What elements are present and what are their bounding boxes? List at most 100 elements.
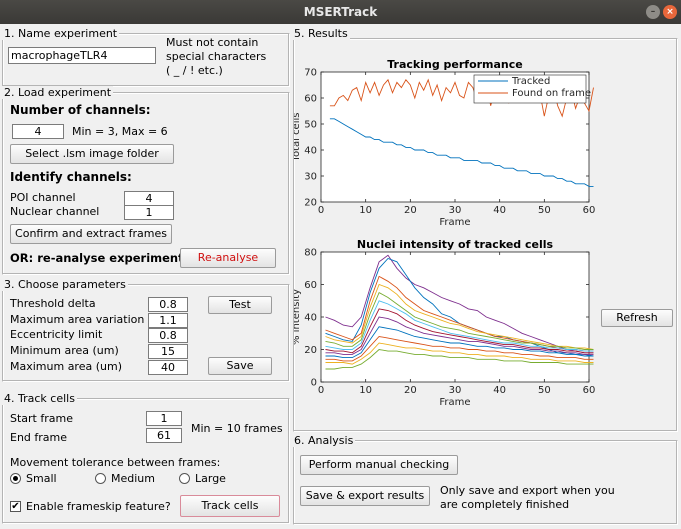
window-title: MSERTrack — [303, 5, 378, 19]
series-line-1-8 — [325, 326, 594, 359]
save-parameters-button[interactable]: Save — [208, 357, 272, 375]
perform-manual-checking-button[interactable]: Perform manual checking — [300, 455, 458, 475]
x-tick-label: 0 — [318, 205, 324, 216]
export-note-line-2: are completely finished — [440, 498, 570, 511]
experiment-name-input[interactable]: macrophageTLR4 — [8, 47, 156, 64]
name-note-line-1: Must not contain — [166, 36, 259, 49]
close-button[interactable]: × — [663, 5, 677, 19]
results-panel — [293, 38, 678, 432]
param-input-minimum-area[interactable]: 15 — [148, 344, 188, 359]
identify-channels-heading: Identify channels: — [10, 170, 132, 184]
name-experiment-panel — [2, 33, 290, 87]
analysis-title: 6. Analysis — [292, 434, 356, 447]
choose-parameters-title: 3. Choose parameters — [2, 278, 128, 291]
start-frame-label: Start frame — [10, 412, 73, 425]
x-tick-label: 60 — [583, 385, 596, 396]
name-experiment-title: 1. Name experiment — [2, 27, 120, 40]
y-tick-label: 20 — [304, 345, 317, 356]
y-axis-label: Total cells — [294, 113, 302, 163]
results-title: 5. Results — [292, 27, 350, 40]
param-label-max-area-variation: Maximum area variation — [10, 313, 145, 326]
channels-count-input[interactable]: 4 — [12, 124, 64, 139]
refresh-button[interactable]: Refresh — [601, 309, 673, 327]
track-cells-button[interactable]: Track cells — [180, 495, 280, 517]
movement-tolerance-label: Movement tolerance between frames: — [10, 456, 221, 469]
choose-parameters-panel — [2, 284, 290, 382]
x-tick-label: 10 — [359, 385, 372, 396]
param-label-maximum-area: Maximum area (um) — [10, 360, 122, 373]
series-line-1-7 — [325, 316, 594, 355]
x-tick-label: 50 — [538, 385, 551, 396]
track-cells-title: 4. Track cells — [2, 392, 77, 405]
tracking-performance-chart: Tracking performance 0 10 20 30 40 50 60 20 30 40 5… — [294, 58, 596, 228]
test-parameters-button[interactable]: Test — [208, 296, 272, 314]
y-tick-label: 0 — [311, 378, 317, 389]
min-frames-note: Min = 10 frames — [191, 422, 283, 435]
frameskip-checkbox[interactable]: ✔ — [10, 501, 21, 512]
x-tick-label: 40 — [493, 385, 506, 396]
y-tick-label: 20 — [304, 198, 317, 209]
x-axis-label: Frame — [439, 397, 470, 408]
select-lsm-folder-button[interactable]: Select .lsm image folder — [10, 144, 174, 164]
x-tick-label: 50 — [538, 205, 551, 216]
confirm-extract-frames-button[interactable]: Confirm and extract frames — [10, 224, 172, 244]
name-note-line-3: ( _ / ! etc.) — [166, 64, 223, 77]
tolerance-radio-small[interactable] — [10, 473, 21, 484]
x-tick-label: 60 — [583, 205, 596, 216]
load-experiment-title: 2. Load experiment — [2, 86, 114, 99]
poi-channel-input[interactable]: 4 — [124, 191, 174, 206]
tolerance-label-large: Large — [195, 472, 226, 485]
legend-label: Found on frame — [512, 88, 591, 99]
series-line-1-11 — [325, 349, 594, 370]
tolerance-radio-large[interactable] — [179, 473, 190, 484]
chart-title: Nuclei intensity of tracked cells — [357, 238, 554, 251]
y-axis-label: % intensity — [294, 289, 302, 345]
tolerance-radio-medium[interactable] — [95, 473, 106, 484]
x-tick-label: 30 — [449, 205, 462, 216]
x-tick-label: 10 — [359, 205, 372, 216]
chart-title: Tracking performance — [387, 58, 523, 71]
legend-label: Tracked — [511, 76, 550, 87]
reanalyse-label: OR: re-analyse experiment — [10, 251, 184, 265]
y-tick-label: 40 — [304, 146, 317, 157]
series-line-1-5 — [325, 300, 594, 352]
nuclei-intensity-chart: Nuclei intensity of tracked cells 0 10 20 30… — [294, 238, 596, 408]
param-input-threshold-delta[interactable]: 0.8 — [148, 297, 188, 312]
x-tick-label: 0 — [318, 385, 324, 396]
param-input-maximum-area[interactable]: 40 — [148, 360, 188, 375]
y-tick-label: 80 — [304, 248, 317, 259]
x-tick-label: 40 — [493, 205, 506, 216]
param-label-eccentricity-limit: Eccentricity limit — [10, 328, 103, 341]
x-tick-label: 20 — [404, 385, 417, 396]
poi-channel-label: POI channel — [10, 191, 76, 204]
series-line-1-6 — [325, 308, 594, 354]
track-cells-panel — [2, 398, 290, 524]
end-frame-label: End frame — [10, 431, 68, 444]
series-line-0-0 — [329, 118, 594, 187]
series-line-1-3 — [325, 283, 594, 350]
y-tick-label: 50 — [304, 120, 317, 131]
name-note-line-2: special characters — [166, 50, 267, 63]
series-line-1-9 — [325, 336, 594, 362]
frameskip-label: Enable frameskip feature? — [26, 500, 171, 513]
legend-box — [473, 74, 587, 104]
nuclear-channel-input[interactable]: 1 — [124, 205, 174, 220]
channels-range-note: Min = 3, Max = 6 — [72, 125, 168, 138]
param-input-eccentricity-limit[interactable]: 0.8 — [148, 328, 188, 343]
param-label-minimum-area: Minimum area (um) — [10, 344, 119, 357]
y-tick-label: 40 — [304, 313, 317, 324]
analysis-panel — [293, 440, 678, 525]
param-label-threshold-delta: Threshold delta — [10, 297, 96, 310]
y-tick-label: 70 — [304, 68, 317, 79]
save-export-results-button[interactable]: Save & export results — [300, 486, 430, 506]
end-frame-input[interactable]: 61 — [146, 428, 182, 443]
start-frame-input[interactable]: 1 — [146, 411, 182, 426]
export-note-line-1: Only save and export when you — [440, 484, 615, 497]
reanalyse-button[interactable]: Re-analyse — [180, 248, 276, 268]
channels-heading: Number of channels: — [10, 103, 151, 117]
param-input-max-area-variation[interactable]: 1.1 — [148, 313, 188, 328]
minimize-button[interactable]: – — [646, 5, 660, 19]
tolerance-label-small: Small — [26, 472, 57, 485]
tolerance-label-medium: Medium — [111, 472, 155, 485]
series-line-1-10 — [325, 342, 594, 365]
